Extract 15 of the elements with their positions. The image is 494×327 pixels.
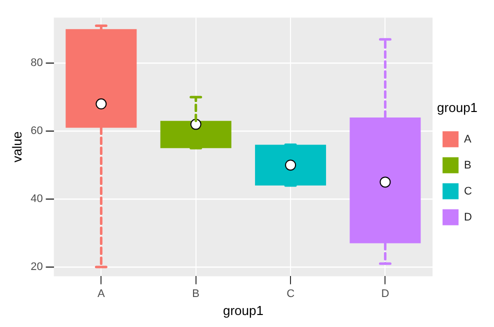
y-tick-label: 80 [30, 57, 43, 70]
x-tick-label: C [286, 288, 295, 300]
legend-label: D [464, 211, 472, 224]
y-tick-label: 60 [30, 125, 43, 138]
y-tick-label: 20 [30, 261, 43, 274]
legend-title: group1 [437, 100, 478, 115]
y-axis-title: value [9, 131, 24, 162]
legend-label: A [464, 133, 472, 146]
legend-label: B [464, 159, 472, 172]
x-axis-title: group1 [222, 302, 264, 318]
legend-label: C [464, 185, 472, 198]
y-tick-label: 40 [30, 193, 43, 206]
x-tick-label: A [98, 288, 106, 300]
x-tick-label: B [192, 288, 200, 300]
x-tick-label: D [381, 288, 390, 300]
